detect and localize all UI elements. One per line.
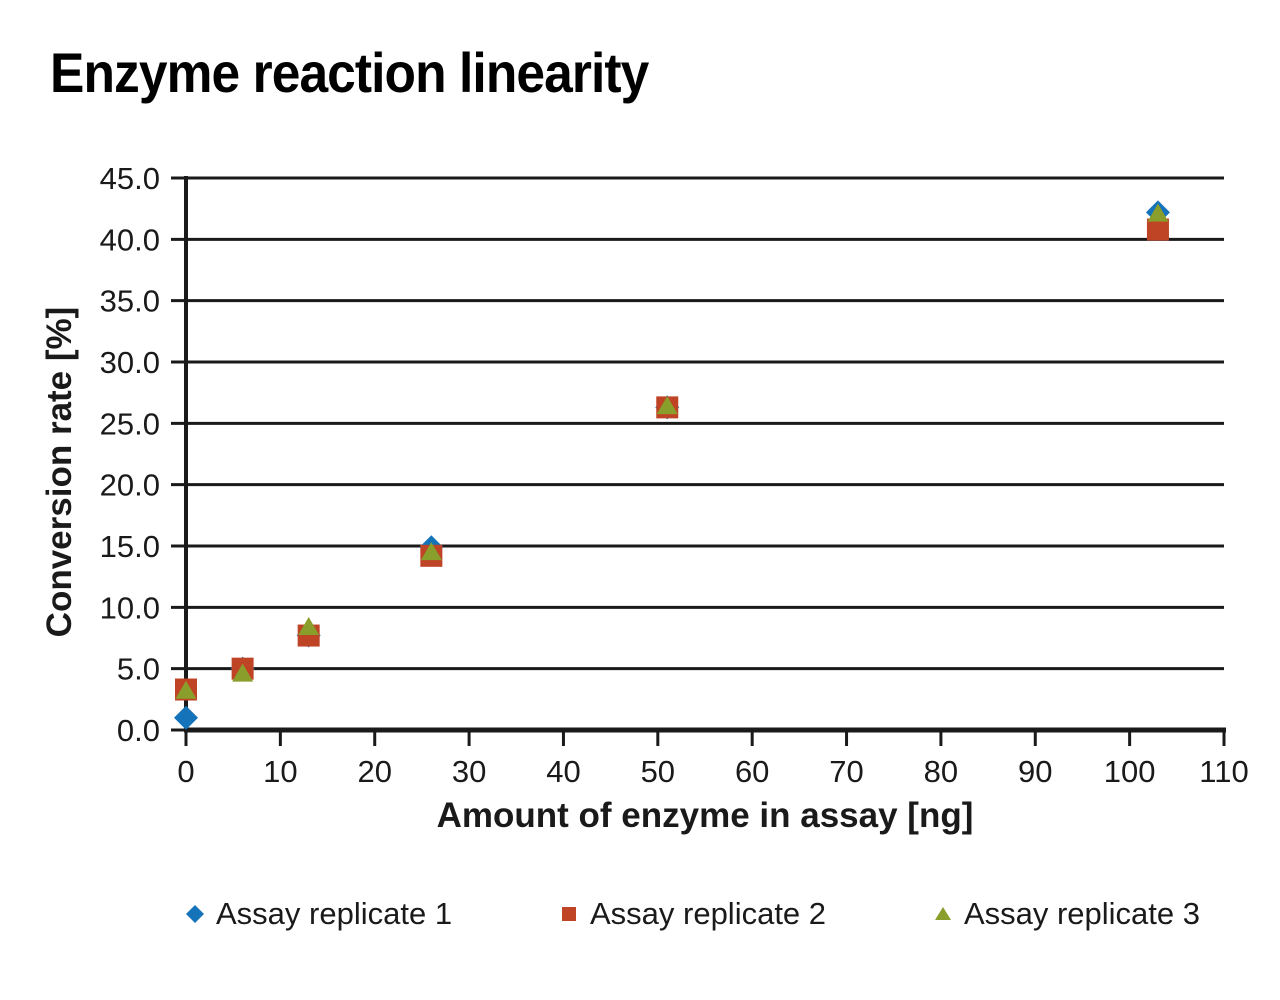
x-tick-label: 0 — [177, 754, 194, 789]
legend: Assay replicate 1 Assay replicate 2 Assay … — [183, 896, 1200, 932]
x-tick-label: 30 — [452, 754, 486, 789]
y-tick-label: 45.0 — [100, 161, 160, 196]
square-icon — [561, 907, 576, 921]
x-tick-label: 70 — [829, 754, 863, 789]
chart-title: Enzyme reaction linearity — [50, 41, 649, 104]
y-tick-label: 15.0 — [100, 529, 160, 564]
diamond-icon — [186, 905, 204, 923]
data-point-triangle — [298, 616, 320, 635]
y-tick-label: 20.0 — [100, 468, 160, 503]
y-tick-label: 0.0 — [117, 713, 160, 748]
x-tick-label: 20 — [357, 754, 391, 789]
x-tick-label: 90 — [1018, 754, 1052, 789]
legend-item: Assay replicate 1 — [183, 896, 452, 932]
y-tick-label: 5.0 — [117, 652, 160, 687]
legend-item: Assay replicate 2 — [557, 896, 826, 932]
x-tick-label: 100 — [1104, 754, 1156, 789]
data-point-triangle — [656, 396, 678, 415]
x-axis-title: Amount of enzyme in assay [ng] — [436, 796, 974, 835]
y-tick-label: 35.0 — [100, 284, 160, 319]
data-point-triangle — [1147, 203, 1169, 222]
y-tick-label: 10.0 — [100, 590, 160, 625]
legend-label: Assay replicate 2 — [589, 896, 827, 931]
legend-item: Assay replicate 3 — [931, 896, 1200, 932]
data-point-diamond — [174, 705, 198, 730]
x-tick-label: 110 — [1199, 754, 1248, 789]
x-tick-label: 80 — [924, 754, 958, 789]
data-point-triangle — [420, 542, 442, 561]
legend-label: Assay replicate 1 — [216, 896, 453, 931]
y-tick-label: 25.0 — [100, 406, 160, 441]
x-tick-label: 10 — [263, 754, 297, 789]
y-axis-title: Conversion rate [%] — [40, 306, 79, 638]
triangle-icon — [934, 907, 951, 920]
y-tick-label: 30.0 — [100, 345, 160, 380]
data-point-triangle — [232, 663, 254, 682]
x-tick-label: 40 — [546, 754, 580, 789]
legend-label: Assay replicate 3 — [963, 896, 1200, 931]
x-tick-label: 50 — [641, 754, 675, 789]
data-point-triangle — [175, 680, 197, 699]
x-tick-label: 60 — [735, 754, 769, 789]
data-point-square — [1146, 218, 1169, 241]
y-tick-label: 40.0 — [100, 222, 160, 257]
